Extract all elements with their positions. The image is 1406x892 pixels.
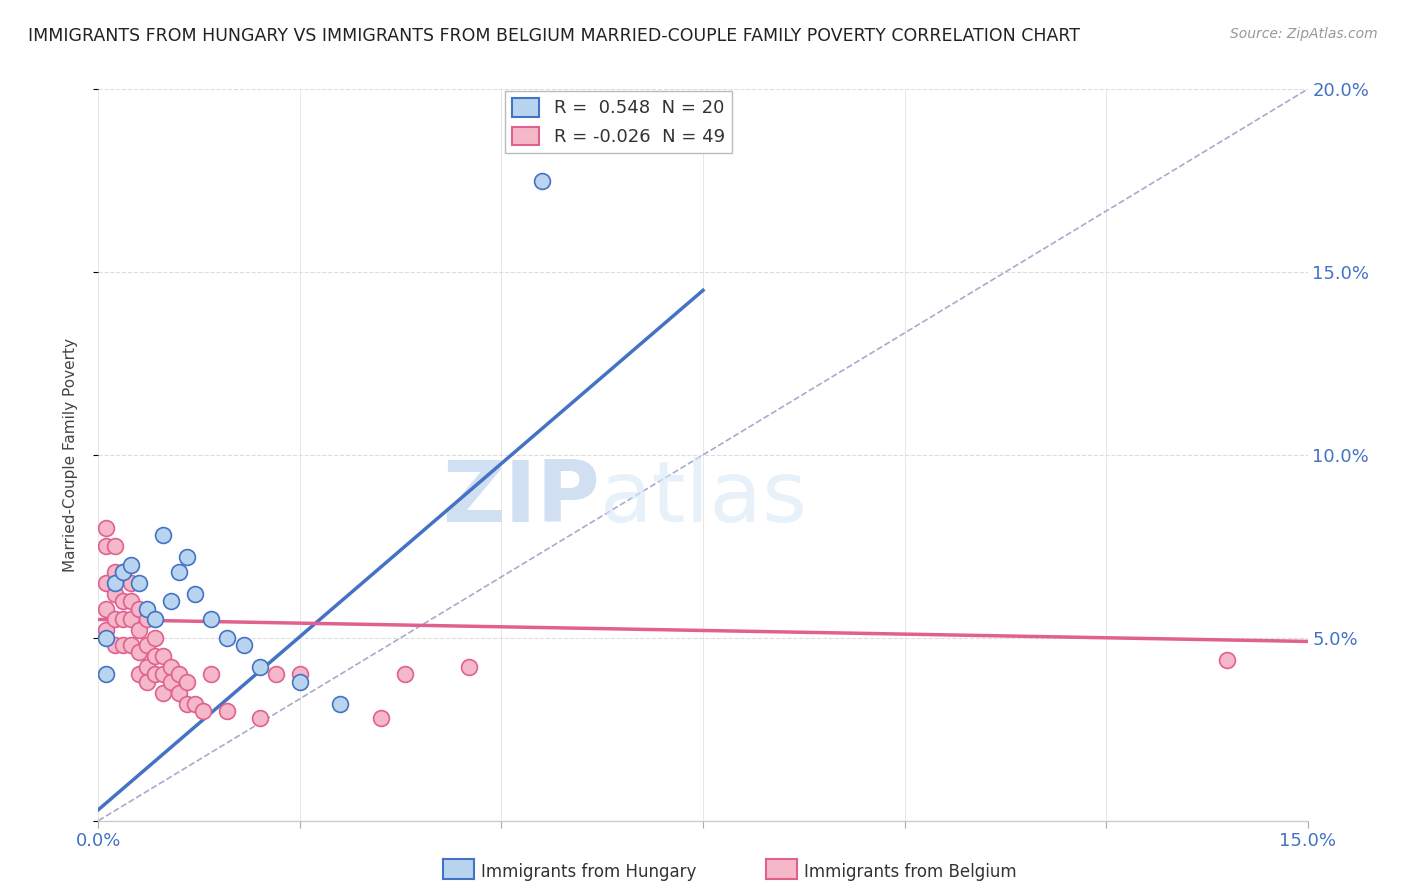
Point	[128, 645, 150, 659]
Text: Immigrants from Hungary: Immigrants from Hungary	[481, 863, 696, 881]
Point	[120, 638, 142, 652]
Point	[120, 613, 142, 627]
Point	[370, 711, 392, 725]
Point	[152, 528, 174, 542]
Text: atlas: atlas	[600, 458, 808, 541]
Point	[103, 565, 125, 579]
Point	[458, 660, 481, 674]
Point	[249, 660, 271, 674]
Point	[103, 587, 125, 601]
Point	[200, 613, 222, 627]
Point	[176, 674, 198, 689]
Point	[96, 667, 118, 681]
Point	[152, 686, 174, 700]
Point	[160, 674, 183, 689]
Point	[135, 638, 157, 652]
Point	[167, 667, 190, 681]
Point	[143, 613, 166, 627]
Point	[128, 624, 150, 638]
Point	[184, 587, 207, 601]
Point	[103, 638, 125, 652]
Point	[135, 613, 157, 627]
Text: Source: ZipAtlas.com: Source: ZipAtlas.com	[1230, 27, 1378, 41]
Point	[96, 631, 118, 645]
Point	[232, 638, 254, 652]
Point	[200, 667, 222, 681]
Point	[96, 521, 118, 535]
Point	[143, 667, 166, 681]
Point	[217, 631, 239, 645]
Point	[288, 667, 311, 681]
Point	[103, 576, 125, 591]
Point	[176, 550, 198, 565]
Point	[128, 601, 150, 615]
Point	[288, 674, 311, 689]
Point	[167, 686, 190, 700]
Point	[96, 576, 118, 591]
Point	[96, 601, 118, 615]
Point	[160, 594, 183, 608]
Text: IMMIGRANTS FROM HUNGARY VS IMMIGRANTS FROM BELGIUM MARRIED-COUPLE FAMILY POVERTY: IMMIGRANTS FROM HUNGARY VS IMMIGRANTS FR…	[28, 27, 1080, 45]
Point	[103, 539, 125, 553]
Point	[217, 704, 239, 718]
Point	[152, 649, 174, 664]
Point	[96, 539, 118, 553]
Point	[152, 667, 174, 681]
Point	[128, 576, 150, 591]
Text: ZIP: ZIP	[443, 458, 600, 541]
Point	[530, 173, 553, 188]
Point	[128, 667, 150, 681]
Point	[111, 638, 134, 652]
Point	[249, 711, 271, 725]
Point	[143, 631, 166, 645]
Point	[111, 594, 134, 608]
Y-axis label: Married-Couple Family Poverty: Married-Couple Family Poverty	[63, 338, 77, 572]
Point	[111, 613, 134, 627]
Point	[103, 613, 125, 627]
Point	[264, 667, 287, 681]
Point	[111, 565, 134, 579]
Point	[176, 697, 198, 711]
Point	[329, 697, 352, 711]
Point	[184, 697, 207, 711]
Point	[96, 624, 118, 638]
Point	[120, 558, 142, 572]
Point	[111, 565, 134, 579]
Point	[120, 594, 142, 608]
Point	[160, 660, 183, 674]
Point	[394, 667, 416, 681]
Text: Immigrants from Belgium: Immigrants from Belgium	[804, 863, 1017, 881]
Point	[167, 565, 190, 579]
Point	[1216, 653, 1239, 667]
Point	[135, 601, 157, 615]
Point	[193, 704, 215, 718]
Point	[120, 576, 142, 591]
Point	[143, 649, 166, 664]
Point	[135, 660, 157, 674]
Legend: R =  0.548  N = 20, R = -0.026  N = 49: R = 0.548 N = 20, R = -0.026 N = 49	[505, 91, 733, 153]
Point	[135, 674, 157, 689]
